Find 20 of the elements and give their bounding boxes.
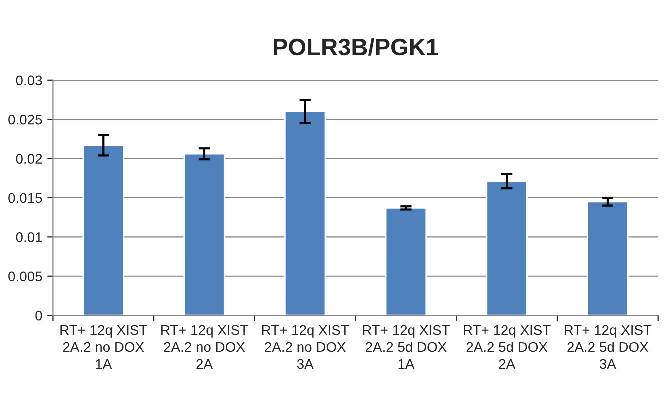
y-tick-label: 0: [36, 310, 42, 321]
y-tick-label: 0.03: [16, 76, 42, 86]
bar: [82, 144, 124, 316]
bar: [385, 207, 428, 316]
bar: [184, 153, 226, 316]
chart-title: POLR3B/PGK1: [274, 38, 438, 56]
x-tick-label: RT+ 12q XIST 2A.2 5d DOX 1A: [363, 325, 450, 369]
y-tick-label: 0.02: [16, 154, 42, 164]
y-tick-label: 0.005: [8, 272, 42, 282]
x-tick-label: RT+ 12q XIST 2A.2 no DOX 1A: [60, 325, 148, 369]
x-tick-label: RT+ 12q XIST 2A.2 no DOX 2A: [162, 325, 248, 369]
y-tick-label: 0.01: [16, 232, 42, 242]
x-tick-label: RT+ 12q XIST 2A.2 no DOX 3A: [262, 325, 350, 370]
bar: [486, 180, 528, 316]
y-tick-label: 0.015: [8, 193, 42, 204]
x-tick-label: RT+ 12q XIST 2A.2 5d DOX 3A: [564, 325, 652, 370]
x-tick-label: RT+ 12q XIST 2A.2 5d DOX 2A: [464, 325, 551, 369]
bar: [284, 111, 326, 316]
bar: [587, 201, 629, 316]
y-tick-label: 0.025: [8, 114, 42, 125]
